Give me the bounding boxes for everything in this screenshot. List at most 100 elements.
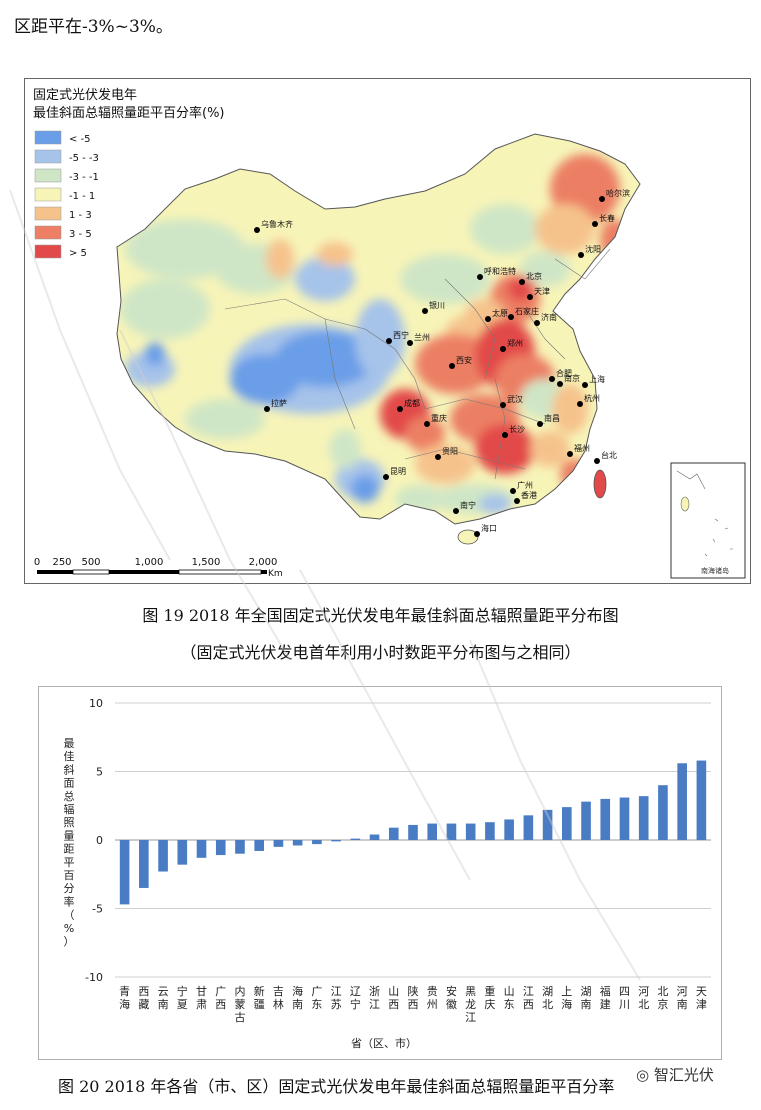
city-label: 哈尔滨 [606,188,630,198]
bar [177,840,188,865]
city-label: 郑州 [507,338,523,348]
city-dot [567,451,573,457]
city-dot [577,401,583,407]
city-dot [537,421,543,427]
x-axis-label: 省（区、市） [351,1036,417,1050]
city-label: 合肥 [556,368,572,378]
bar [542,809,553,840]
city-dot [510,488,516,494]
city-dot [502,432,508,438]
city-dot [500,346,506,352]
x-tick-label: 安徽 [446,984,457,1011]
scale-tick-label: 0 [34,557,40,568]
bar [600,798,611,840]
city-dot [485,316,491,322]
bar [619,797,630,840]
city-label: 南昌 [544,413,560,423]
figure19-subcaption: （固定式光伏发电首年利用小时数距平分布图与之相同） [180,643,581,662]
legend-label: < -5 [69,134,91,145]
x-tick-label: 重庆 [484,984,495,1011]
city-label: 广州 [517,480,533,490]
city-label: 济南 [541,312,557,322]
city-dot [557,381,563,387]
figure20-caption: 图 20 2018 年各省（市、区）固定式光伏发电年最佳斜面总辐照量距平百分率 [58,1077,615,1096]
city-label: 南京 [564,373,580,383]
figure19-caption: 图 19 2018 年全国固定式光伏发电年最佳斜面总辐照量距平分布图 [142,606,619,625]
city-label: 重庆 [431,413,447,423]
x-tick-label: 青海 [119,985,130,1011]
legend-swatch [34,206,62,221]
city-dot [477,274,483,280]
legend-label: -5 - -3 [69,153,99,164]
x-tick-label: 广东 [311,985,322,1011]
x-tick-label: 江苏 [331,985,342,1011]
inset-islands [676,470,733,557]
city-dot [474,531,480,537]
city-label: 海口 [481,523,497,533]
bar [562,807,572,840]
bar [119,840,130,905]
city-label: 天津 [534,286,550,296]
y-tick-label: -10 [85,971,103,984]
legend-label: 1 - 3 [69,210,92,221]
x-tick-label: 浙江 [369,985,380,1011]
legend-swatch [34,187,62,202]
city-label: 武汉 [507,394,523,404]
bar [215,840,226,856]
x-tick-label: 辽宁 [350,985,361,1011]
south-sea-inset [670,462,746,579]
x-tick-label: 海南 [292,984,303,1011]
x-tick-label: 内蒙古 [234,984,245,1024]
bar [446,823,457,840]
x-tick-label: 山东 [504,985,515,1011]
city-dot [514,498,520,504]
city-label: 杭州 [584,393,600,403]
y-tick-labels: 10 5 0 -5 -10 [85,697,103,984]
bar [312,840,322,845]
city-dot [422,308,428,314]
city-label: 南宁 [460,500,476,510]
city-dot [407,340,413,346]
city-label: 太原 [492,308,508,318]
city-dot [435,454,441,460]
bar [408,824,418,840]
x-tick-label: 西藏 [138,985,149,1011]
y-tick-label: -5 [92,903,103,916]
chart-bars [119,760,707,905]
y-axis-label: 最佳斜面总辐照量距平百分率（%） [64,737,75,948]
city-label: 石家庄 [515,306,539,316]
bar-chart-frame: 10 5 0 -5 -10 青海 西藏 云南 宁夏 甘肃 广西 内蒙古 新疆 吉林 海南 广东 江苏 辽宁 浙江山… [38,686,722,1060]
bar [254,840,264,851]
city-label: 福州 [574,444,590,453]
bar [465,823,476,840]
city-dot [527,294,533,300]
map-title-line1: 固定式光伏发电年 [33,87,137,103]
x-tick-label: 贵州 [427,985,438,1011]
x-tick-label: 上海 [561,985,572,1011]
legend-label: -3 - -1 [69,172,99,183]
bar [292,840,303,846]
city-dot [594,458,600,464]
legend-label: > 5 [69,248,87,259]
legend-swatch [34,130,62,145]
city-label: 西宁 [393,330,409,340]
y-tick-label: 0 [96,834,103,847]
legend-swatch [34,225,62,240]
city-label: 兰州 [414,332,430,342]
bar [139,840,149,888]
city-dot [592,221,598,227]
map-figure: 乌鲁木齐 哈尔滨 长春 沈阳 呼和浩特 北京 天津 石家庄 太原 济南 银川 西宁 兰州 西安 郑州 合肥 南京… [24,78,751,584]
city-label: 乌鲁木齐 [261,219,293,229]
map-title-line2: 最佳斜面总辐照量距平百分率(%) [33,105,225,121]
legend-swatch [34,168,62,183]
bar [696,760,707,840]
city-dot [582,382,588,388]
x-tick-label: 四川 [619,985,630,1011]
x-tick-label: 河南 [677,985,688,1011]
bar [235,840,245,854]
x-tick-label: 陕西 [408,984,419,1011]
x-tick-label: 云南 [158,985,169,1011]
city-dot [534,320,540,326]
